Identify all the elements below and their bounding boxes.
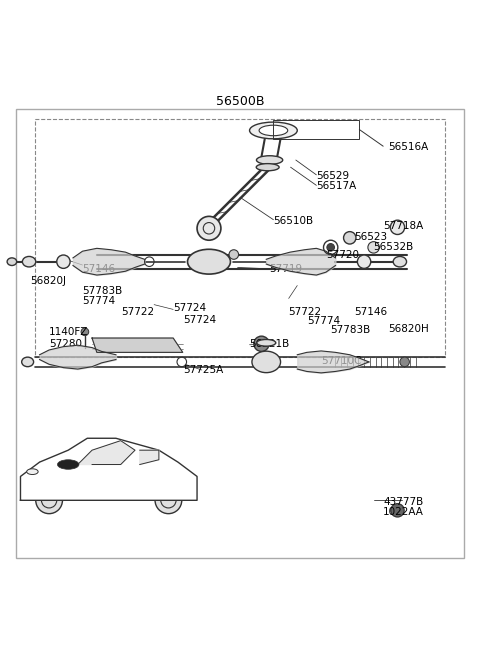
Ellipse shape	[58, 460, 79, 469]
Text: 57710C: 57710C	[321, 356, 361, 366]
FancyBboxPatch shape	[16, 109, 464, 558]
Circle shape	[344, 232, 356, 244]
Text: 56516A: 56516A	[388, 142, 428, 152]
Text: 56523: 56523	[355, 232, 388, 242]
Text: 56517A: 56517A	[316, 181, 357, 191]
Ellipse shape	[252, 351, 281, 373]
Polygon shape	[21, 438, 197, 500]
Text: 57280: 57280	[49, 339, 82, 349]
Text: 56529: 56529	[316, 171, 349, 181]
Text: 57722: 57722	[120, 307, 154, 317]
Text: 43777B: 43777B	[383, 497, 423, 507]
Text: 57725A: 57725A	[183, 365, 223, 375]
Polygon shape	[140, 450, 159, 464]
Circle shape	[390, 220, 405, 235]
Circle shape	[197, 216, 221, 240]
Bar	[274, 120, 360, 139]
Ellipse shape	[23, 256, 36, 267]
Circle shape	[254, 336, 269, 351]
Text: 56820J: 56820J	[30, 276, 66, 286]
Text: 57783B: 57783B	[331, 325, 371, 335]
Text: 57146: 57146	[83, 264, 116, 274]
Ellipse shape	[393, 256, 407, 267]
Text: 57719: 57719	[270, 264, 303, 275]
Text: 1022AA: 1022AA	[383, 507, 424, 517]
Polygon shape	[92, 338, 183, 352]
Circle shape	[259, 354, 274, 369]
Ellipse shape	[256, 164, 279, 171]
Text: 56521B: 56521B	[250, 339, 290, 349]
Ellipse shape	[188, 249, 230, 274]
Text: 56500B: 56500B	[216, 95, 264, 108]
Text: 57783B: 57783B	[83, 286, 123, 296]
Text: 57724: 57724	[183, 315, 216, 325]
Text: 56820H: 56820H	[388, 325, 429, 334]
Circle shape	[391, 504, 404, 517]
Text: 57722: 57722	[288, 307, 321, 317]
Text: 57146: 57146	[355, 307, 388, 317]
Text: 1140FZ: 1140FZ	[49, 327, 88, 337]
Ellipse shape	[7, 258, 17, 265]
Ellipse shape	[257, 340, 276, 346]
Circle shape	[36, 487, 62, 514]
Text: 57720: 57720	[326, 250, 359, 260]
FancyBboxPatch shape	[35, 118, 445, 357]
Text: 57724: 57724	[173, 303, 206, 313]
Circle shape	[400, 357, 409, 367]
Circle shape	[229, 250, 239, 260]
Text: 56532B: 56532B	[373, 242, 414, 252]
Ellipse shape	[27, 469, 38, 474]
Ellipse shape	[256, 156, 283, 164]
Circle shape	[327, 244, 335, 251]
Circle shape	[81, 328, 89, 336]
Ellipse shape	[250, 122, 297, 139]
Text: 57774: 57774	[307, 316, 340, 327]
Circle shape	[368, 242, 379, 253]
Circle shape	[199, 252, 218, 271]
Text: 57718A: 57718A	[383, 221, 423, 231]
Circle shape	[155, 487, 182, 514]
Ellipse shape	[22, 357, 34, 367]
Polygon shape	[78, 441, 135, 464]
Text: 57774: 57774	[83, 296, 116, 306]
Circle shape	[358, 255, 371, 268]
Circle shape	[57, 255, 70, 268]
Text: 56510B: 56510B	[274, 215, 313, 225]
Ellipse shape	[259, 125, 288, 136]
